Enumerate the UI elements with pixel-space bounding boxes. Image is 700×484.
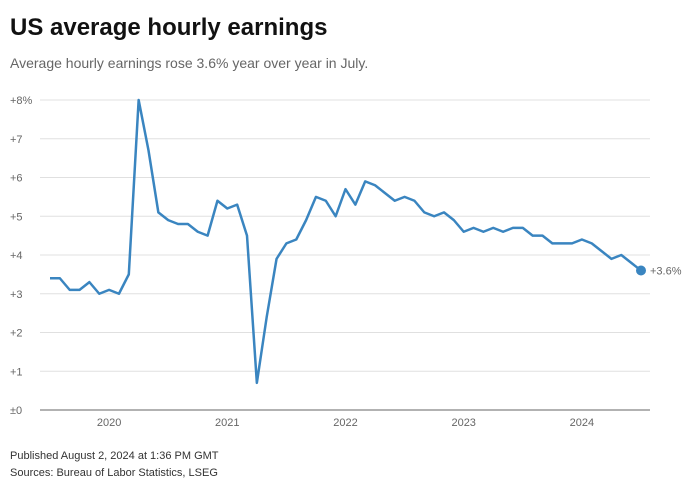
- end-value-label: +3.6%: [650, 266, 682, 278]
- y-tick-label: +2: [10, 328, 23, 340]
- y-tick-label: +3: [10, 289, 23, 301]
- y-tick-label: +8%: [10, 95, 33, 107]
- y-tick-label: +5: [10, 211, 23, 223]
- x-tick-label: 2023: [451, 417, 475, 429]
- end-point-marker: [636, 265, 646, 276]
- x-tick-label: 2022: [333, 417, 357, 429]
- y-tick-label: +4: [10, 250, 23, 262]
- y-tick-label: +1: [10, 366, 23, 378]
- y-tick-label: +7: [10, 134, 23, 146]
- x-tick-label: 2020: [97, 417, 121, 429]
- chart-subtitle: Average hourly earnings rose 3.6% year o…: [10, 55, 369, 71]
- y-tick-label: +6: [10, 173, 23, 185]
- x-tick-label: 2024: [570, 417, 594, 429]
- sources: Sources: Bureau of Labor Statistics, LSE…: [10, 467, 218, 479]
- y-tick-label: ±0: [10, 405, 22, 417]
- x-tick-label: 2021: [215, 417, 239, 429]
- chart-title: US average hourly earnings: [10, 14, 328, 41]
- series-line: [50, 98, 642, 385]
- published-date: Published August 2, 2024 at 1:36 PM GMT: [10, 450, 219, 462]
